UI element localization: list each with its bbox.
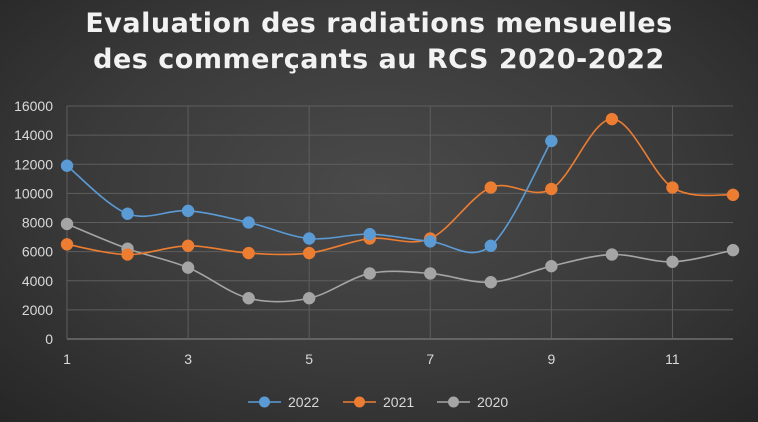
data-point-2020 — [484, 275, 498, 289]
data-point-2021 — [60, 238, 74, 251]
data-point-2021 — [666, 181, 679, 194]
x-tick-label: 11 — [665, 351, 680, 367]
data-point-2021 — [242, 246, 255, 260]
data-point-2022 — [302, 232, 316, 245]
series-line-2021 — [66, 118, 734, 256]
data-point-2022 — [181, 204, 195, 218]
x-tick-label: 9 — [547, 351, 555, 367]
data-point-2020 — [60, 217, 74, 231]
data-point-2022 — [60, 159, 74, 172]
chart-title-line-2: des commerçants au RCS 2020-2022 — [93, 44, 665, 75]
data-point-2020 — [242, 291, 255, 305]
data-point-2021 — [484, 181, 498, 194]
data-point-2020 — [302, 291, 316, 305]
y-tick-label: 8000 — [22, 215, 53, 231]
y-tick-label: 10000 — [14, 185, 53, 201]
data-point-2020 — [181, 261, 195, 274]
data-point-2021 — [121, 248, 134, 261]
data-point-2021 — [545, 182, 558, 196]
legend-label-2020: 2020 — [477, 394, 508, 410]
x-tick-label: 1 — [63, 351, 71, 367]
y-tick-label: 2000 — [22, 302, 53, 318]
data-point-2020 — [726, 243, 740, 257]
legend-label-2021: 2021 — [383, 394, 414, 410]
x-tick-label: 7 — [426, 351, 434, 367]
data-point-2021 — [726, 188, 740, 202]
x-tick-label: 5 — [305, 351, 313, 367]
data-point-2020 — [424, 267, 437, 280]
y-tick-label: 4000 — [22, 273, 53, 289]
data-point-2022 — [242, 216, 255, 229]
series-lines — [66, 118, 734, 303]
data-point-2020 — [666, 255, 679, 269]
chart-title: Evaluation des radiations mensuelles des… — [0, 6, 758, 78]
x-axis-ticks: 1 3 5 7 9 11 — [63, 351, 680, 367]
x-tick-label: 3 — [184, 351, 192, 367]
data-point-2022 — [484, 239, 498, 253]
data-point-2022 — [424, 235, 437, 248]
series-line-2020 — [66, 223, 734, 303]
data-point-2020 — [605, 248, 619, 261]
data-point-2022 — [363, 227, 376, 241]
y-tick-label: 16000 — [14, 98, 53, 114]
chart-title-line-1: Evaluation des radiations mensuelles — [85, 8, 673, 39]
y-tick-label: 12000 — [14, 156, 53, 172]
legend-marker-2020 — [448, 396, 459, 408]
data-point-2020 — [363, 267, 376, 280]
legend-marker-2021 — [354, 396, 365, 408]
legend-marker-2022 — [259, 396, 270, 408]
data-point-2021 — [605, 112, 619, 126]
y-axis-ticks: 0 2000 4000 6000 8000 10000 12000 14000 16000 — [14, 98, 53, 347]
y-tick-label: 6000 — [22, 244, 53, 260]
grid-lines — [66, 105, 733, 340]
data-point-2020 — [545, 259, 558, 273]
data-point-2022 — [545, 134, 558, 148]
data-point-2022 — [121, 207, 134, 221]
legend: 2022 2021 2020 — [248, 394, 508, 410]
data-point-2021 — [302, 246, 316, 260]
y-tick-label: 0 — [45, 331, 53, 347]
y-tick-label: 14000 — [14, 127, 53, 143]
legend-label-2022: 2022 — [288, 394, 319, 410]
data-point-2021 — [181, 239, 195, 253]
series-points — [60, 112, 740, 305]
